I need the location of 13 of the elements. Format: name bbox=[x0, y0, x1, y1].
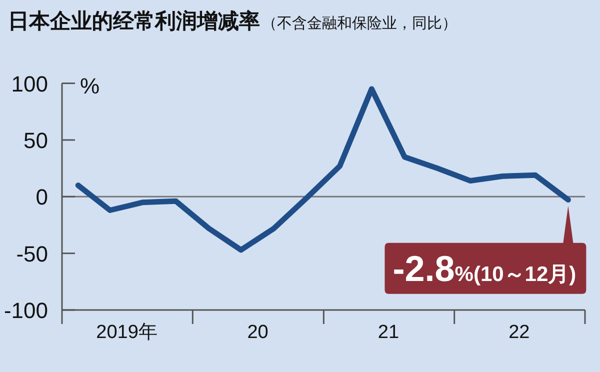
y-tick-label: -100 bbox=[4, 298, 48, 323]
x-tick-label: 22 bbox=[508, 322, 530, 343]
y-tick-label: -50 bbox=[16, 241, 48, 266]
chart-title: 日本企业的经常利润增减率 bbox=[8, 9, 260, 33]
y-tick-label: 50 bbox=[24, 128, 48, 153]
chart-subtitle: （不含金融和保险业，同比） bbox=[262, 15, 457, 32]
annotation: -2.8%(10～12月) bbox=[392, 248, 576, 289]
x-tick-label: 21 bbox=[378, 322, 400, 343]
y-tick-label: 100 bbox=[11, 71, 48, 96]
x-tick-label: 20 bbox=[247, 322, 268, 343]
x-tick-label: 2019年 bbox=[96, 322, 158, 343]
y-tick-label: 0 bbox=[36, 184, 48, 210]
y-axis-title: % bbox=[80, 73, 100, 98]
